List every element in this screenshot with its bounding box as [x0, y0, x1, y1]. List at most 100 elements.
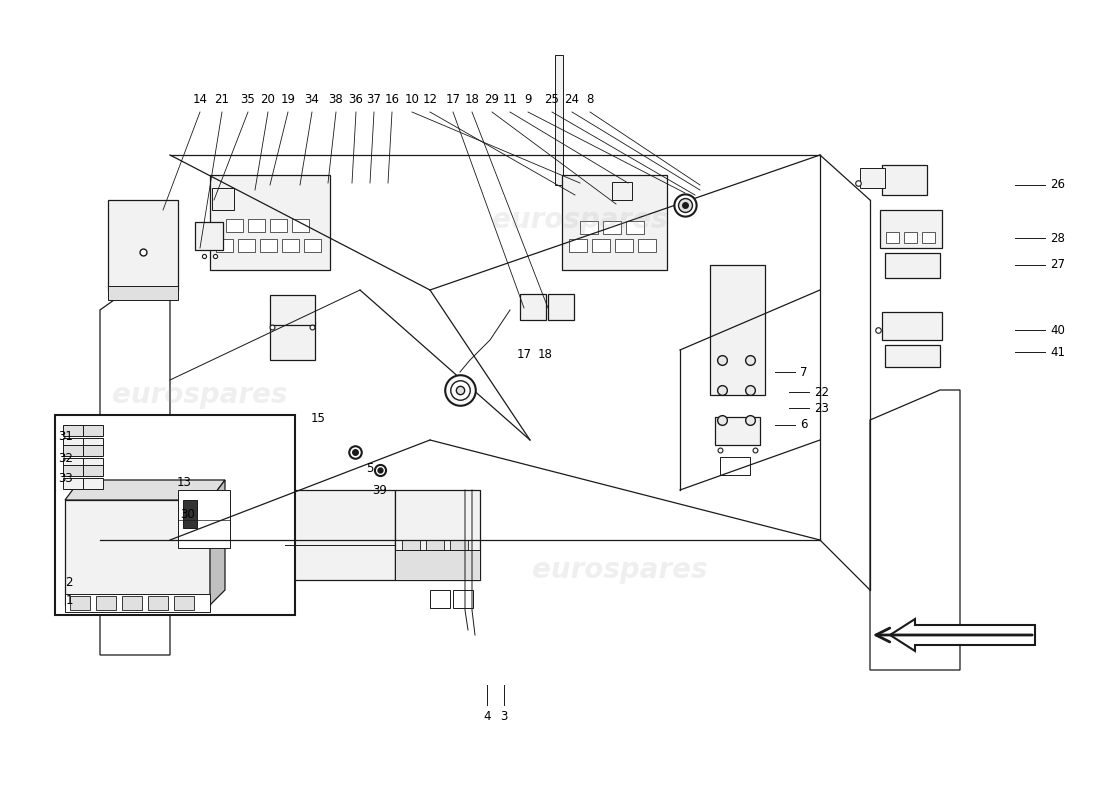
Bar — [63, 438, 82, 449]
Bar — [453, 590, 473, 608]
Bar — [615, 239, 632, 252]
Bar — [63, 458, 82, 469]
Text: 14: 14 — [192, 93, 208, 106]
Bar — [426, 540, 444, 565]
Text: 40: 40 — [1050, 323, 1065, 337]
Text: 19: 19 — [280, 93, 296, 106]
Bar — [183, 500, 197, 528]
Polygon shape — [65, 480, 226, 500]
Bar — [882, 312, 942, 340]
Text: 17: 17 — [517, 349, 531, 362]
Polygon shape — [210, 480, 225, 605]
Bar — [178, 490, 230, 548]
Bar — [592, 239, 611, 252]
Text: 8: 8 — [586, 93, 594, 106]
Bar — [395, 550, 480, 580]
Text: 37: 37 — [366, 93, 382, 106]
Text: 12: 12 — [422, 93, 438, 106]
Bar — [63, 478, 82, 489]
Text: 6: 6 — [800, 418, 807, 431]
Bar — [70, 596, 90, 610]
Text: 23: 23 — [814, 402, 829, 414]
Bar — [212, 188, 234, 210]
Bar — [174, 596, 194, 610]
Bar — [285, 490, 395, 580]
Bar — [82, 438, 103, 449]
Bar — [922, 232, 935, 243]
Text: 10: 10 — [405, 93, 419, 106]
Bar — [195, 222, 223, 250]
Bar — [270, 219, 287, 232]
Bar — [882, 165, 927, 195]
Bar — [270, 295, 315, 325]
Bar — [886, 345, 940, 367]
Bar — [226, 219, 243, 232]
Bar — [216, 239, 233, 252]
Bar — [63, 425, 82, 436]
Bar — [96, 596, 115, 610]
Text: 31: 31 — [58, 430, 73, 443]
Text: 16: 16 — [385, 93, 399, 106]
Bar — [569, 239, 587, 252]
Bar — [148, 596, 168, 610]
Bar — [108, 286, 178, 300]
Bar — [548, 294, 574, 320]
Bar — [282, 239, 299, 252]
Bar — [638, 239, 656, 252]
Text: 32: 32 — [58, 451, 73, 465]
Bar — [710, 265, 764, 395]
Bar — [248, 219, 265, 232]
Text: 24: 24 — [564, 93, 580, 106]
Text: 34: 34 — [305, 93, 319, 106]
Bar — [238, 239, 255, 252]
Bar — [55, 415, 295, 615]
Text: 18: 18 — [464, 93, 480, 106]
Bar — [860, 168, 886, 188]
Bar — [304, 239, 321, 252]
Text: 41: 41 — [1050, 346, 1065, 358]
Text: 4: 4 — [483, 710, 491, 723]
Bar — [612, 182, 632, 200]
Text: 3: 3 — [500, 710, 508, 723]
Text: 21: 21 — [214, 93, 230, 106]
Text: 30: 30 — [180, 509, 195, 522]
Bar — [603, 221, 622, 234]
Bar — [260, 239, 277, 252]
Text: 13: 13 — [177, 477, 192, 490]
Bar — [402, 540, 420, 565]
Text: 1: 1 — [66, 594, 73, 606]
Bar — [450, 540, 468, 565]
Text: 18: 18 — [538, 349, 552, 362]
Bar — [880, 210, 942, 248]
Text: 26: 26 — [1050, 178, 1065, 191]
Bar — [63, 465, 82, 476]
Bar — [82, 465, 103, 476]
Text: 36: 36 — [349, 93, 363, 106]
Bar — [626, 221, 644, 234]
Bar — [122, 596, 142, 610]
Text: 15: 15 — [310, 411, 326, 425]
Text: 7: 7 — [800, 366, 807, 378]
Text: 28: 28 — [1050, 231, 1065, 245]
Text: 17: 17 — [446, 93, 461, 106]
Text: 38: 38 — [329, 93, 343, 106]
Text: 25: 25 — [544, 93, 560, 106]
Bar — [715, 417, 760, 445]
Bar — [82, 445, 103, 456]
Bar — [292, 219, 309, 232]
Bar — [210, 175, 330, 270]
Bar — [395, 490, 480, 580]
Bar — [108, 200, 178, 290]
Text: 27: 27 — [1050, 258, 1065, 271]
Bar — [82, 458, 103, 469]
Text: 20: 20 — [261, 93, 275, 106]
Bar — [82, 478, 103, 489]
Bar — [430, 590, 450, 608]
FancyArrow shape — [890, 619, 1035, 651]
Bar — [520, 294, 546, 320]
Text: 5: 5 — [366, 462, 374, 474]
Bar — [556, 55, 563, 185]
Text: 39: 39 — [373, 483, 387, 497]
Bar — [580, 221, 598, 234]
Text: eurospares: eurospares — [493, 206, 668, 234]
